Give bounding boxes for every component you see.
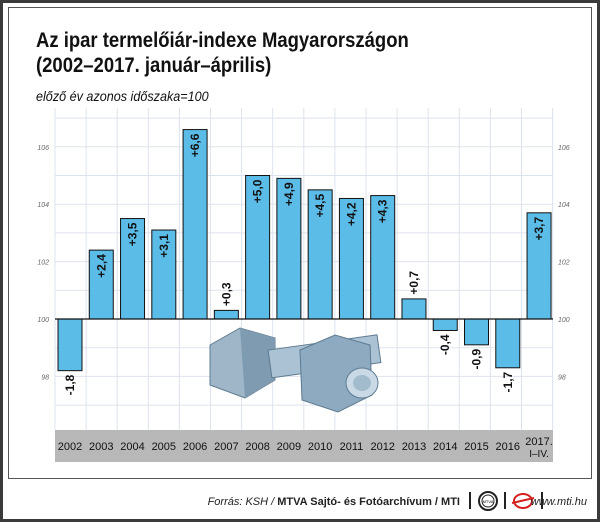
bar-2015 <box>464 318 490 346</box>
bar-chart: 98 98 100 100 102 102 104 104 106 106 -1,8 2002 +2,4… <box>37 108 570 462</box>
data-label: +4,5 <box>313 194 327 218</box>
url: www.mti.hu <box>530 496 587 508</box>
x-tick-label: 2009 <box>277 441 301 453</box>
bar-2013 <box>401 298 427 320</box>
data-label: +0,7 <box>407 271 421 295</box>
x-tick-label: 2011 <box>340 441 364 453</box>
x-tick-label: 2012 <box>370 441 394 453</box>
y-tick-right: 100 <box>558 317 570 324</box>
data-label: -0,9 <box>470 349 484 370</box>
bar-2011 <box>338 197 364 320</box>
data-label: +4,2 <box>344 202 358 226</box>
bar-2005 <box>151 229 177 320</box>
x-tick-label: 2008 <box>245 441 269 453</box>
data-label: -0,4 <box>438 334 452 355</box>
data-label: +0,3 <box>219 282 233 306</box>
y-tick-left: 104 <box>37 202 49 209</box>
source-agency: MTVA Sajtó- és Fotóarchívum / MTI <box>277 496 460 508</box>
data-label: +4,3 <box>376 199 390 223</box>
bar-2002 <box>57 318 83 372</box>
x-tick-label: 2016 <box>496 441 520 453</box>
data-label: -1,8 <box>63 374 77 395</box>
x-tick-label: 2013 <box>402 441 426 453</box>
x-tick-label: 2014 <box>433 441 457 453</box>
chart-subtitle: előző év azonos időszaka=100 <box>36 88 209 104</box>
mtva-logo-icon: MTVA <box>478 491 498 511</box>
logos: MTVA <box>469 491 543 511</box>
title-line-1: Az ipar termelőiár-indexe Magyarországon <box>36 29 409 52</box>
x-tick-label: 2017. <box>525 436 553 448</box>
data-label: +5,0 <box>251 179 265 203</box>
mti-logo-icon <box>511 493 535 509</box>
bar-2008 <box>245 175 271 320</box>
bar-2012 <box>370 195 396 320</box>
category-band <box>55 430 553 462</box>
y-tick-left: 102 <box>37 260 49 267</box>
x-tick-label: 2006 <box>183 441 207 453</box>
bar-2004 <box>120 218 146 320</box>
bar-2016 <box>495 318 521 369</box>
y-tick-right: 102 <box>558 260 570 267</box>
data-label: +3,7 <box>532 216 546 240</box>
bolt-illustration-icon <box>209 327 382 413</box>
mtva-logo-text: MTVA <box>483 499 494 504</box>
x-tick-label: 2015 <box>464 441 488 453</box>
y-tick-left: 98 <box>41 374 49 381</box>
data-label: +3,5 <box>126 222 140 246</box>
x-tick-label: 2007 <box>214 441 238 453</box>
bar-2003 <box>88 249 114 320</box>
data-label: +2,4 <box>94 254 108 278</box>
x-tick-label: 2003 <box>89 441 113 453</box>
y-tick-right: 98 <box>558 374 566 381</box>
y-tick-right: 106 <box>558 145 570 152</box>
x-tick-label-sub: I–IV. <box>529 449 549 460</box>
bar-2007 <box>213 309 239 320</box>
data-label: +6,6 <box>188 133 202 157</box>
title-line-2: (2002–2017. január–április) <box>36 54 272 77</box>
y-tick-left: 106 <box>37 145 49 152</box>
data-label: -1,7 <box>501 371 515 392</box>
bar-2006 <box>182 129 208 320</box>
bar-2014 <box>432 318 458 331</box>
x-tick-label: 2005 <box>152 441 176 453</box>
y-tick-left: 100 <box>37 317 49 324</box>
chart-title: Az ipar termelőiár-indexe Magyarországon… <box>36 28 409 78</box>
data-label: +3,1 <box>157 234 171 258</box>
source-text: Forrás: KSH / MTVA Sajtó- és Fotóarchívu… <box>208 496 460 508</box>
x-tick-label: 2002 <box>58 441 82 453</box>
x-tick-label: 2010 <box>308 441 332 453</box>
source-prefix: Forrás: KSH / <box>207 496 278 508</box>
x-tick-label: 2004 <box>120 441 144 453</box>
data-label: +4,9 <box>282 182 296 206</box>
y-tick-right: 104 <box>558 202 570 209</box>
